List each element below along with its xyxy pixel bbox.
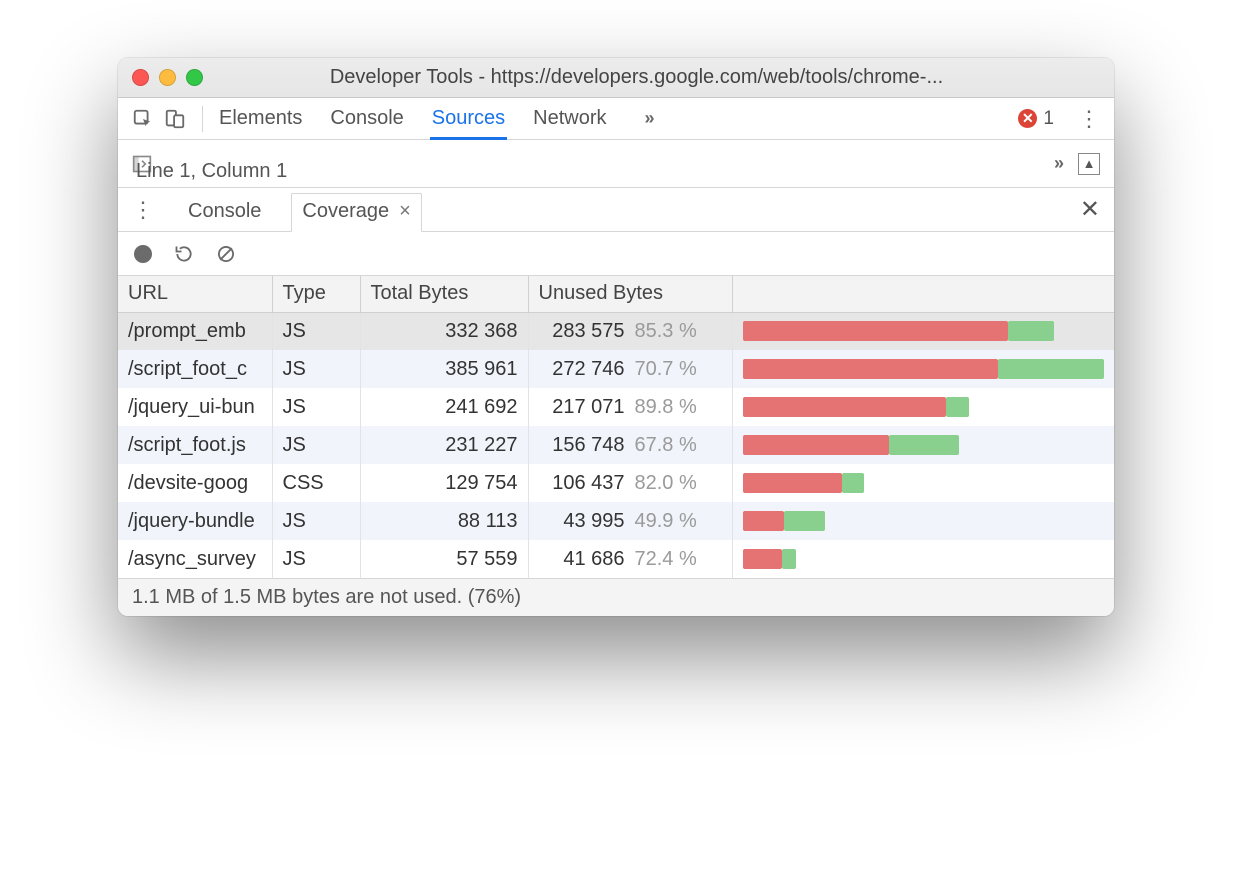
cell-bar bbox=[732, 426, 1114, 464]
close-tab-icon[interactable]: × bbox=[399, 200, 411, 223]
cell-total: 231 227 bbox=[360, 426, 528, 464]
error-icon: ✕ bbox=[1018, 109, 1037, 128]
status-text: 1.1 MB of 1.5 MB bytes are not used. (76… bbox=[132, 586, 521, 609]
col-type[interactable]: Type bbox=[272, 276, 360, 312]
cell-unused: 156 74867.8 % bbox=[528, 426, 732, 464]
cell-total: 241 692 bbox=[360, 388, 528, 426]
cell-bar bbox=[732, 464, 1114, 502]
cell-type: JS bbox=[272, 426, 360, 464]
traffic-lights bbox=[132, 69, 203, 86]
error-count: 1 bbox=[1043, 108, 1054, 130]
col-bar bbox=[732, 276, 1114, 312]
titlebar: Developer Tools - https://developers.goo… bbox=[118, 58, 1114, 98]
table-header-row: URL Type Total Bytes Unused Bytes bbox=[118, 276, 1114, 312]
main-toolbar: Elements Console Sources Network » ✕ 1 ⋮ bbox=[118, 98, 1114, 140]
tab-network[interactable]: Network bbox=[533, 98, 606, 139]
cell-unused: 106 43782.0 % bbox=[528, 464, 732, 502]
cell-type: JS bbox=[272, 350, 360, 388]
cell-url: /jquery_ui-bun bbox=[118, 388, 272, 426]
cell-url: /async_survey bbox=[118, 540, 272, 578]
cell-url: /script_foot_c bbox=[118, 350, 272, 388]
window-title: Developer Tools - https://developers.goo… bbox=[213, 66, 1100, 89]
sources-strip: » ▲ Line 1, Column 1 bbox=[118, 140, 1114, 188]
drawer-header: ⋮ Console Coverage × ✕ bbox=[118, 188, 1114, 232]
table-row[interactable]: /prompt_embJS332 368283 57585.3 % bbox=[118, 312, 1114, 350]
cell-bar bbox=[732, 540, 1114, 578]
cell-unused: 217 07189.8 % bbox=[528, 388, 732, 426]
tab-elements[interactable]: Elements bbox=[219, 98, 302, 139]
status-bar: 1.1 MB of 1.5 MB bytes are not used. (76… bbox=[118, 578, 1114, 616]
table-row[interactable]: /jquery_ui-bunJS241 692217 07189.8 % bbox=[118, 388, 1114, 426]
show-drawer-icon[interactable]: ▲ bbox=[1078, 153, 1100, 175]
cell-type: JS bbox=[272, 502, 360, 540]
inspect-element-icon[interactable] bbox=[132, 108, 154, 130]
cell-total: 129 754 bbox=[360, 464, 528, 502]
col-total[interactable]: Total Bytes bbox=[360, 276, 528, 312]
cell-total: 385 961 bbox=[360, 350, 528, 388]
close-drawer-icon[interactable]: ✕ bbox=[1080, 195, 1100, 224]
clear-icon[interactable] bbox=[216, 244, 236, 264]
drawer-menu-icon[interactable]: ⋮ bbox=[132, 197, 154, 223]
record-icon[interactable] bbox=[134, 245, 152, 263]
cell-unused: 272 74670.7 % bbox=[528, 350, 732, 388]
more-file-tabs-icon[interactable]: » bbox=[1054, 153, 1064, 174]
tab-console[interactable]: Console bbox=[330, 98, 403, 139]
cell-bar bbox=[732, 312, 1114, 350]
close-window-icon[interactable] bbox=[132, 69, 149, 86]
table-row[interactable]: /script_foot.jsJS231 227156 74867.8 % bbox=[118, 426, 1114, 464]
reload-icon[interactable] bbox=[174, 244, 194, 264]
col-unused[interactable]: Unused Bytes bbox=[528, 276, 732, 312]
table-row[interactable]: /script_foot_cJS385 961272 74670.7 % bbox=[118, 350, 1114, 388]
cell-unused: 41 68672.4 % bbox=[528, 540, 732, 578]
open-file-tabs[interactable] bbox=[166, 151, 1040, 177]
more-panels-icon[interactable]: » bbox=[645, 108, 655, 129]
panel-tabs: Elements Console Sources Network » bbox=[219, 98, 655, 139]
cell-url: /prompt_emb bbox=[118, 312, 272, 350]
drawer-tab-coverage-label: Coverage bbox=[302, 200, 389, 223]
cell-type: CSS bbox=[272, 464, 360, 502]
cell-type: JS bbox=[272, 312, 360, 350]
table-row[interactable]: /devsite-googCSS129 754106 43782.0 % bbox=[118, 464, 1114, 502]
coverage-toolbar bbox=[118, 232, 1114, 276]
cell-total: 57 559 bbox=[360, 540, 528, 578]
cell-bar bbox=[732, 502, 1114, 540]
drawer-tab-console[interactable]: Console bbox=[178, 194, 271, 231]
minimize-window-icon[interactable] bbox=[159, 69, 176, 86]
cell-total: 88 113 bbox=[360, 502, 528, 540]
cell-unused: 283 57585.3 % bbox=[528, 312, 732, 350]
cell-bar bbox=[732, 350, 1114, 388]
error-badge[interactable]: ✕ 1 bbox=[1018, 108, 1054, 130]
cell-total: 332 368 bbox=[360, 312, 528, 350]
device-toolbar-icon[interactable] bbox=[164, 108, 186, 130]
col-url[interactable]: URL bbox=[118, 276, 272, 312]
settings-menu-icon[interactable]: ⋮ bbox=[1078, 106, 1100, 132]
table-row[interactable]: /async_surveyJS57 55941 68672.4 % bbox=[118, 540, 1114, 578]
cell-type: JS bbox=[272, 388, 360, 426]
cell-url: /devsite-goog bbox=[118, 464, 272, 502]
cell-url: /jquery-bundle bbox=[118, 502, 272, 540]
table-row[interactable]: /jquery-bundleJS88 11343 99549.9 % bbox=[118, 502, 1114, 540]
tab-sources[interactable]: Sources bbox=[432, 98, 505, 139]
cell-unused: 43 99549.9 % bbox=[528, 502, 732, 540]
devtools-window: Developer Tools - https://developers.goo… bbox=[118, 58, 1114, 616]
zoom-window-icon[interactable] bbox=[186, 69, 203, 86]
cell-type: JS bbox=[272, 540, 360, 578]
cell-bar bbox=[732, 388, 1114, 426]
cursor-position: Line 1, Column 1 bbox=[136, 160, 287, 183]
drawer-tab-coverage[interactable]: Coverage × bbox=[291, 193, 421, 232]
toolbar-separator bbox=[202, 106, 203, 132]
cell-url: /script_foot.js bbox=[118, 426, 272, 464]
coverage-table: URL Type Total Bytes Unused Bytes /promp… bbox=[118, 276, 1114, 578]
